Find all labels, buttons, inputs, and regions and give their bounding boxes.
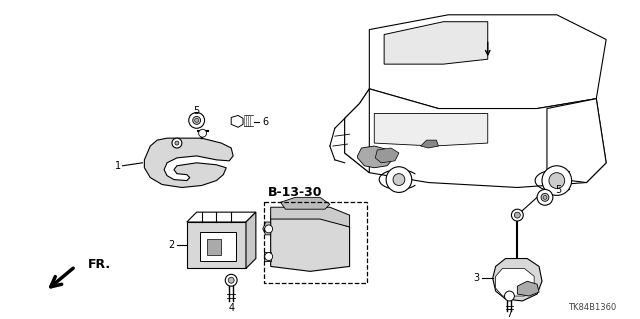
Polygon shape (263, 222, 271, 235)
Text: FR.: FR. (88, 258, 111, 271)
Circle shape (265, 253, 273, 261)
Circle shape (386, 167, 412, 192)
Circle shape (542, 166, 572, 195)
Polygon shape (375, 148, 399, 163)
Polygon shape (207, 239, 221, 255)
Circle shape (537, 189, 553, 205)
Polygon shape (200, 232, 236, 262)
Circle shape (175, 141, 179, 145)
Text: 3: 3 (474, 273, 480, 283)
Text: 5: 5 (555, 185, 561, 196)
Polygon shape (358, 146, 394, 168)
Bar (264, 202, 367, 283)
Circle shape (228, 277, 234, 283)
Text: 4: 4 (228, 303, 234, 313)
Circle shape (393, 174, 405, 186)
Polygon shape (517, 281, 539, 296)
Polygon shape (246, 212, 256, 268)
Circle shape (198, 129, 207, 137)
Polygon shape (374, 114, 488, 146)
Polygon shape (345, 89, 369, 173)
Circle shape (504, 291, 515, 301)
Circle shape (172, 138, 182, 148)
Polygon shape (145, 138, 233, 188)
Polygon shape (187, 212, 256, 222)
Text: 1: 1 (115, 161, 121, 171)
Text: 2: 2 (169, 240, 175, 250)
Text: TK84B1360: TK84B1360 (568, 303, 616, 312)
Circle shape (543, 195, 547, 199)
Polygon shape (264, 252, 271, 262)
Circle shape (549, 173, 564, 189)
Text: B-13-30: B-13-30 (268, 186, 323, 199)
Polygon shape (420, 140, 438, 148)
Polygon shape (271, 217, 349, 271)
Circle shape (541, 193, 549, 201)
Polygon shape (493, 258, 542, 301)
Circle shape (193, 116, 200, 124)
Polygon shape (369, 15, 606, 108)
Circle shape (225, 274, 237, 286)
Circle shape (265, 225, 273, 233)
Circle shape (515, 212, 520, 218)
Text: 5: 5 (193, 106, 200, 115)
Text: 6: 6 (263, 117, 269, 127)
Polygon shape (271, 207, 349, 227)
Circle shape (189, 113, 205, 128)
Circle shape (511, 209, 524, 221)
Polygon shape (280, 202, 310, 227)
Polygon shape (384, 22, 488, 64)
Polygon shape (345, 89, 606, 188)
Polygon shape (280, 197, 330, 209)
Polygon shape (187, 222, 246, 268)
Polygon shape (231, 115, 243, 127)
Polygon shape (547, 99, 606, 182)
Text: 7: 7 (506, 309, 513, 319)
Polygon shape (495, 268, 534, 296)
Circle shape (195, 118, 198, 122)
